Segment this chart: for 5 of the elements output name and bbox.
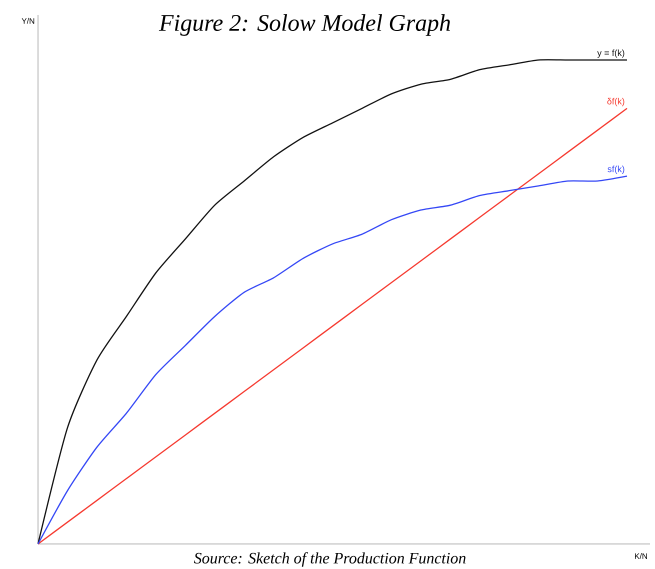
source-note: Source: Sketch of the Production Function (194, 552, 466, 567)
series-label: δf(k) (607, 98, 624, 106)
series-label: sf(k) (608, 166, 624, 174)
series-label: y = f(k) (597, 49, 624, 58)
chart-title: Figure 2: Solow Model Graph (158, 14, 450, 36)
